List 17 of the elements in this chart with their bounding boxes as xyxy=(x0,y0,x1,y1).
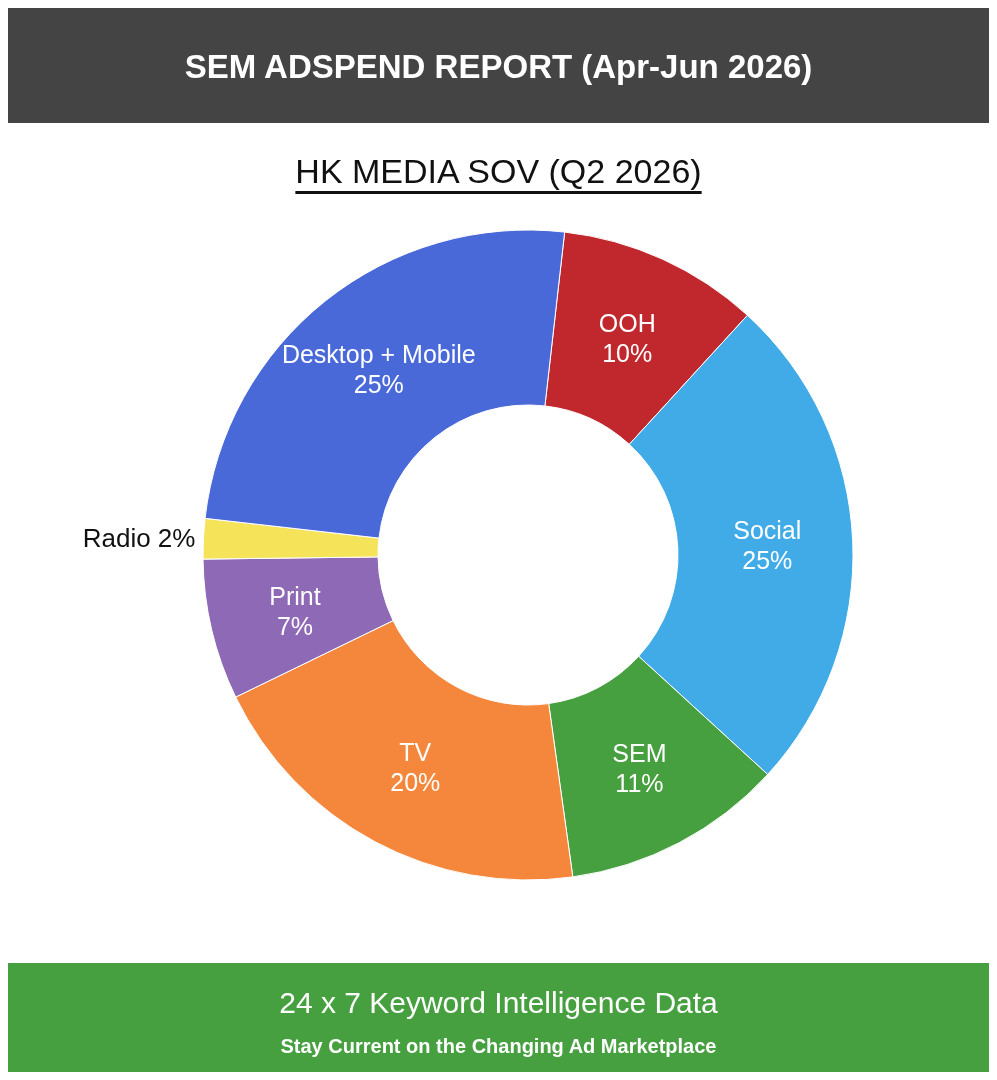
slice-label: SEM xyxy=(612,739,667,767)
data-label: 25% xyxy=(353,369,404,398)
data-label: 11% xyxy=(615,769,664,797)
data-label: 7% xyxy=(276,612,314,641)
slice-label: Print xyxy=(269,582,321,611)
data-label: 20% xyxy=(390,768,441,797)
slice-label: OOH xyxy=(598,309,656,338)
data-label: 25% xyxy=(742,546,793,575)
chart-subtitle: HK MEDIA SOV (Q2 2026) xyxy=(295,152,702,190)
data-label: 10% xyxy=(602,339,653,368)
text: Stay Current on the Changing Ad Marketplace xyxy=(280,1035,717,1057)
text: 24 x 7 Keyword Intelligence Data xyxy=(279,986,719,1019)
slice-label: Radio 2% xyxy=(82,523,196,554)
slice-label: Social xyxy=(733,516,802,545)
slice-label: Desktop + Mobile xyxy=(281,339,476,368)
slice-label: TV xyxy=(399,738,432,767)
chart-title: SEM ADSPEND REPORT (Apr-Jun 2026) xyxy=(184,48,813,85)
